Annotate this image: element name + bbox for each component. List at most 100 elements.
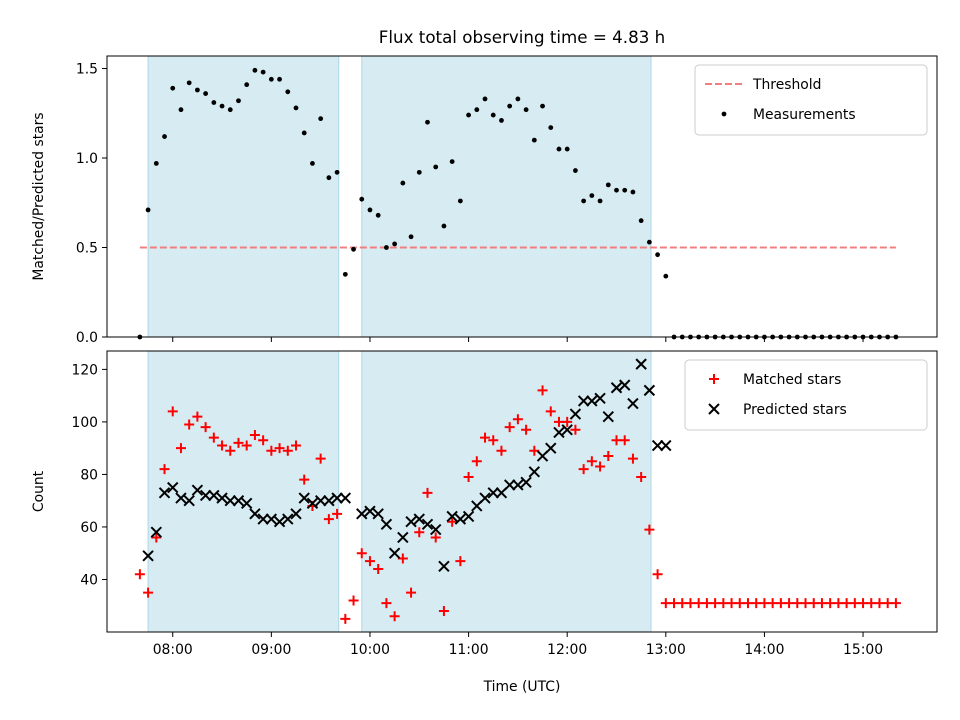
measurement-point	[318, 116, 324, 122]
matched-point	[480, 432, 491, 443]
x-tick-label: 13:00	[646, 642, 686, 658]
legend: Matched stars Predicted stars	[684, 359, 928, 431]
matched-point	[225, 445, 236, 456]
predicted-point	[240, 497, 253, 510]
predicted-point	[191, 484, 204, 496]
predicted-point	[356, 508, 368, 520]
measurement-point	[507, 103, 513, 109]
predicted-point	[660, 439, 672, 452]
predicted-point	[331, 492, 343, 504]
matched-point	[364, 556, 375, 567]
measurement-point	[260, 69, 266, 75]
measurement-point	[277, 76, 282, 82]
legend-label: Matched stars	[743, 372, 841, 388]
measurement-point	[663, 273, 669, 279]
matched-point	[463, 472, 474, 483]
matched-point	[521, 424, 532, 435]
measurement-point	[408, 234, 414, 240]
matched-point	[890, 598, 901, 609]
predicted-point	[454, 513, 467, 525]
measurement-point	[499, 118, 504, 123]
predicted-point	[577, 395, 590, 407]
predicted-point	[167, 481, 179, 494]
y-tick-label: 120	[71, 362, 98, 378]
predicted-point	[520, 476, 532, 489]
predicted-point	[298, 492, 310, 504]
matched-point	[315, 453, 326, 464]
measurement-point	[540, 103, 545, 109]
matched-point	[627, 453, 638, 464]
measurement-point	[162, 134, 167, 139]
y-axis-label: Count	[31, 470, 47, 512]
matched-point	[430, 532, 441, 543]
measurement-point	[531, 137, 537, 143]
x-tick-label: 12:00	[547, 642, 587, 658]
matched-point	[488, 435, 499, 446]
measurement-point	[515, 96, 521, 102]
predicted-point	[257, 513, 269, 525]
predicted-point	[594, 392, 606, 404]
measurement-point	[655, 252, 660, 258]
matched-point	[414, 527, 425, 538]
matched-point	[652, 569, 663, 580]
axes-frame	[106, 350, 938, 633]
predicted-point	[265, 513, 278, 525]
matched-point	[471, 456, 482, 467]
measurement-point	[211, 100, 217, 105]
matched-point	[167, 406, 178, 417]
measurement-point	[334, 169, 340, 175]
matched-point	[323, 514, 334, 525]
matched-point	[332, 508, 343, 519]
matched-point	[340, 613, 351, 624]
measurement-point	[392, 241, 398, 247]
predicted-point	[142, 550, 154, 562]
measurement-point	[268, 76, 274, 82]
measurement-point	[425, 119, 430, 125]
matched-point	[159, 464, 170, 475]
matched-point	[151, 532, 162, 543]
measurement-point	[556, 146, 562, 152]
matched-point	[504, 422, 515, 433]
y-tick-label: 40	[80, 572, 98, 588]
legend-label: Predicted stars	[743, 402, 847, 418]
x-tick-label: 14:00	[744, 642, 784, 658]
matched-point	[447, 516, 458, 527]
predicted-point	[364, 505, 376, 517]
predicted-point	[150, 526, 163, 538]
matched-point	[636, 472, 647, 483]
legend-matched-swatch	[709, 374, 719, 384]
measurement-point	[622, 187, 628, 193]
predicted-point	[397, 531, 409, 544]
matched-point	[356, 548, 367, 559]
predicted-point	[208, 489, 220, 502]
matched-point	[619, 435, 630, 446]
predicted-point	[619, 379, 631, 391]
measurement-point	[630, 189, 636, 195]
matched-point	[438, 605, 449, 616]
measurement-point	[252, 67, 258, 73]
predicted-point	[232, 494, 245, 507]
matched-point	[249, 430, 260, 441]
predicted-point	[372, 508, 384, 520]
predicted-point	[635, 358, 647, 370]
predicted-point	[224, 494, 236, 507]
measurement-point	[384, 245, 389, 250]
matched-point	[208, 432, 219, 443]
matched-point	[241, 440, 252, 451]
measurement-point	[573, 168, 578, 173]
measurement-point	[203, 91, 209, 96]
y-axis-label: Matched/Predicted stars	[31, 112, 47, 280]
measurement-point	[326, 175, 332, 181]
predicted-point	[569, 408, 582, 420]
predicted-point	[339, 492, 352, 504]
y-tick-label: 1.5	[76, 62, 98, 78]
predicted-point	[438, 560, 450, 573]
legend-box	[684, 359, 928, 431]
measurement-point	[186, 80, 192, 86]
measurement-point	[482, 96, 488, 102]
measurement-point	[605, 182, 611, 188]
measurement-point	[646, 239, 652, 245]
predicted-point	[512, 479, 524, 491]
predicted-point	[430, 523, 442, 536]
predicted-point	[545, 442, 557, 454]
